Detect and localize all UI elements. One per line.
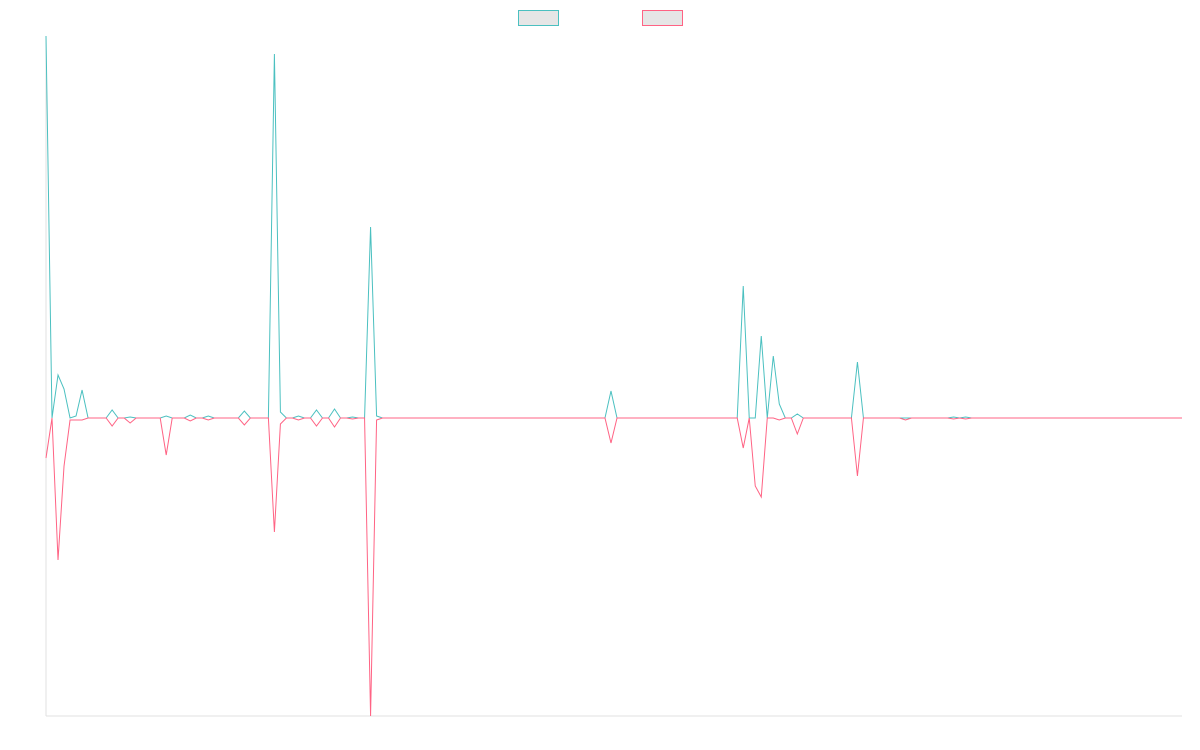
legend-swatch	[642, 10, 683, 26]
line	[45, 417, 1182, 717]
legend-swatch	[518, 10, 559, 26]
line	[45, 35, 1182, 419]
